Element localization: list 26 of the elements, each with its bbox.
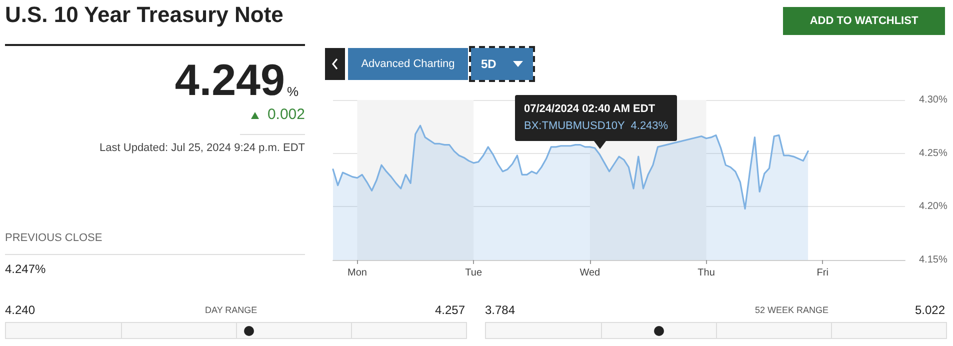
y-tick-label: 4.30%: [919, 94, 948, 106]
x-tick-label: Mon: [348, 268, 367, 278]
x-tick-label: Fri: [816, 268, 828, 278]
text: 3.784: [485, 303, 516, 317]
y-tick-label: 4.15%: [919, 254, 948, 266]
text: DAY RANGE: [205, 305, 258, 315]
y-tick-label: 4.25%: [919, 148, 948, 159]
text: 4.257: [434, 303, 465, 317]
text: 4.247%: [5, 262, 46, 276]
text: 0.002: [267, 106, 305, 123]
text: Last Updated: Jul 25, 2024 9:24 p.m. EDT: [100, 142, 305, 154]
x-tick-label: Wed: [580, 268, 600, 278]
button: Advanced Charting: [348, 48, 468, 80]
x-tick-label: Thu: [698, 268, 715, 278]
x-tick-label: Tue: [465, 268, 482, 278]
text: U.S. 10 Year Treasury Note: [5, 2, 284, 28]
text: 5.022: [914, 303, 945, 317]
annotation: 07/24/2024 02:40 AM EDT BX:TMUBMUSD10Y 4.243%: [524, 102, 668, 134]
text: %: [287, 84, 299, 99]
text: 52 WEEK RANGE: [755, 305, 829, 315]
text: 4.240: [5, 303, 36, 317]
button: ADD TO WATCHLIST: [783, 7, 945, 35]
button: 5D: [471, 48, 533, 80]
y-tick-label: 4.20%: [919, 201, 948, 212]
text: PREVIOUS CLOSE: [5, 232, 102, 244]
text: 4.249: [174, 56, 285, 106]
